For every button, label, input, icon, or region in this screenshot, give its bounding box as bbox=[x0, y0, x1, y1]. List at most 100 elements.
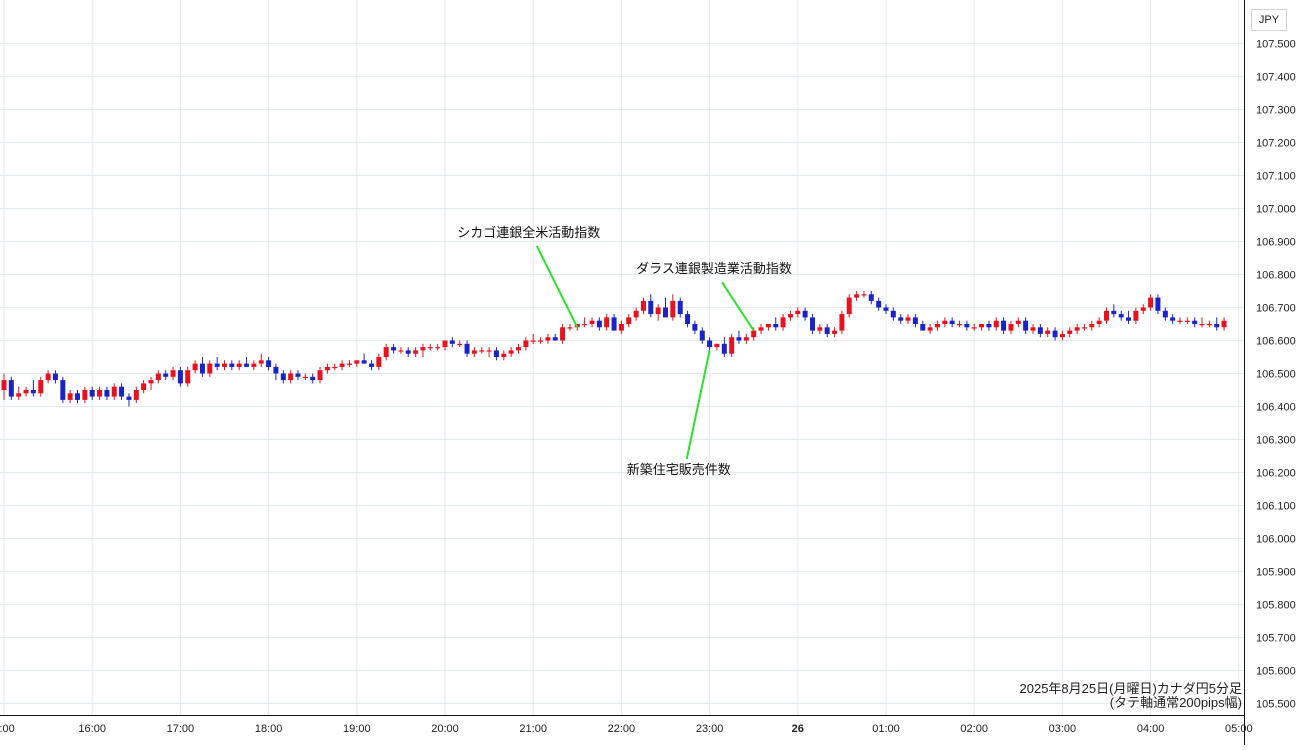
candle-body bbox=[692, 324, 698, 331]
candle-body bbox=[986, 324, 992, 328]
candle-body bbox=[1030, 327, 1036, 331]
candle-body bbox=[979, 324, 985, 328]
y-tick-label: 106.200 bbox=[1256, 468, 1296, 480]
candle-body bbox=[898, 317, 904, 321]
candle-body bbox=[846, 297, 852, 315]
annotation-pointer-line bbox=[535, 245, 579, 328]
candle-body bbox=[883, 307, 889, 311]
candle-body bbox=[104, 390, 110, 397]
y-tick-label: 106.100 bbox=[1256, 501, 1296, 513]
candle-body bbox=[1008, 324, 1014, 331]
candle-body bbox=[1037, 327, 1043, 334]
candle-body bbox=[1045, 330, 1051, 334]
candle-body bbox=[1074, 327, 1080, 331]
candle-body bbox=[751, 330, 757, 338]
candle-body bbox=[302, 376, 308, 378]
y-tick-label: 107.300 bbox=[1256, 105, 1296, 117]
x-tick-label: 26 bbox=[792, 723, 804, 735]
y-tick-label: 107.100 bbox=[1256, 171, 1296, 183]
candle-body bbox=[288, 373, 294, 381]
candle-body bbox=[52, 373, 58, 381]
y-tick-label: 106.800 bbox=[1256, 270, 1296, 282]
candle-body bbox=[1089, 324, 1095, 328]
annotation-label: 新築住宅販売件数 bbox=[627, 462, 731, 477]
candle-body bbox=[1023, 320, 1029, 331]
candle-body bbox=[589, 320, 595, 324]
candle-body bbox=[1140, 307, 1146, 311]
candle-body bbox=[1081, 327, 1087, 329]
candle-body bbox=[582, 324, 588, 326]
candle-body bbox=[663, 307, 668, 318]
y-tick-label: 106.900 bbox=[1256, 237, 1296, 249]
y-tick-label: 106.000 bbox=[1256, 534, 1296, 546]
candle-body bbox=[295, 373, 301, 377]
candle-body bbox=[648, 300, 654, 315]
candle-body bbox=[523, 340, 529, 348]
candle-body bbox=[442, 340, 448, 348]
candle-body bbox=[868, 294, 874, 301]
candle-body bbox=[207, 363, 213, 374]
candle-body bbox=[508, 350, 514, 354]
candle-body bbox=[376, 357, 382, 367]
candle-body bbox=[258, 360, 264, 364]
candle-body bbox=[1192, 320, 1198, 324]
candle-body bbox=[721, 343, 727, 354]
x-tick-label: 01:00 bbox=[872, 723, 900, 735]
x-tick-label: 20:00 bbox=[431, 723, 459, 735]
annotation-pointer-line bbox=[721, 281, 755, 332]
x-tick-label: 5:00 bbox=[0, 723, 15, 735]
candle-body bbox=[832, 330, 838, 334]
candle-body bbox=[1170, 317, 1176, 321]
candle-body bbox=[222, 363, 227, 367]
candle-body bbox=[714, 343, 720, 348]
candle-body bbox=[802, 310, 808, 318]
candle-body bbox=[677, 300, 683, 315]
candle-body bbox=[707, 340, 713, 348]
candle-body bbox=[339, 363, 345, 367]
candle-body bbox=[743, 337, 749, 341]
grid-lines bbox=[0, 0, 1244, 715]
candle-body bbox=[1148, 297, 1154, 308]
y-tick-label: 105.700 bbox=[1256, 633, 1296, 645]
candle-body bbox=[905, 317, 911, 321]
candle-body bbox=[332, 366, 338, 369]
candle-body bbox=[912, 317, 918, 324]
candle-body bbox=[273, 366, 279, 374]
candle-body bbox=[1001, 320, 1007, 331]
candle-body bbox=[280, 373, 286, 381]
candle-body bbox=[545, 337, 551, 341]
candle-body bbox=[1015, 320, 1021, 324]
candle-body bbox=[773, 324, 779, 328]
candle-body bbox=[1155, 297, 1161, 311]
candle-body bbox=[493, 350, 499, 357]
y-tick-label: 107.000 bbox=[1256, 204, 1296, 216]
x-tick-label: 17:00 bbox=[167, 723, 195, 735]
candle-body bbox=[170, 370, 176, 377]
candle-body bbox=[471, 350, 477, 354]
candle-body bbox=[141, 383, 147, 390]
candle-body bbox=[1104, 310, 1109, 321]
candle-body bbox=[854, 294, 860, 298]
candle-body bbox=[457, 343, 463, 345]
candle-body bbox=[964, 324, 970, 328]
y-tick-label: 107.200 bbox=[1256, 138, 1296, 150]
candle-body bbox=[567, 327, 573, 329]
candle-body bbox=[611, 317, 617, 331]
candle-body bbox=[1184, 320, 1190, 322]
candle-body bbox=[1199, 324, 1205, 326]
y-tick-label: 106.300 bbox=[1256, 435, 1296, 447]
candle-body bbox=[920, 324, 926, 331]
candle-body bbox=[405, 350, 411, 354]
candle-body bbox=[596, 320, 602, 328]
candle-body bbox=[890, 310, 896, 318]
candle-body bbox=[74, 393, 80, 400]
candle-body bbox=[251, 363, 257, 367]
candle-body bbox=[317, 370, 323, 381]
y-tick-label: 105.600 bbox=[1256, 666, 1296, 678]
candle-body bbox=[1177, 320, 1183, 322]
candle-body bbox=[810, 317, 816, 331]
candle-body bbox=[324, 366, 330, 371]
candle-body bbox=[244, 363, 250, 367]
candle-body bbox=[633, 310, 639, 318]
candle-body bbox=[934, 324, 940, 328]
